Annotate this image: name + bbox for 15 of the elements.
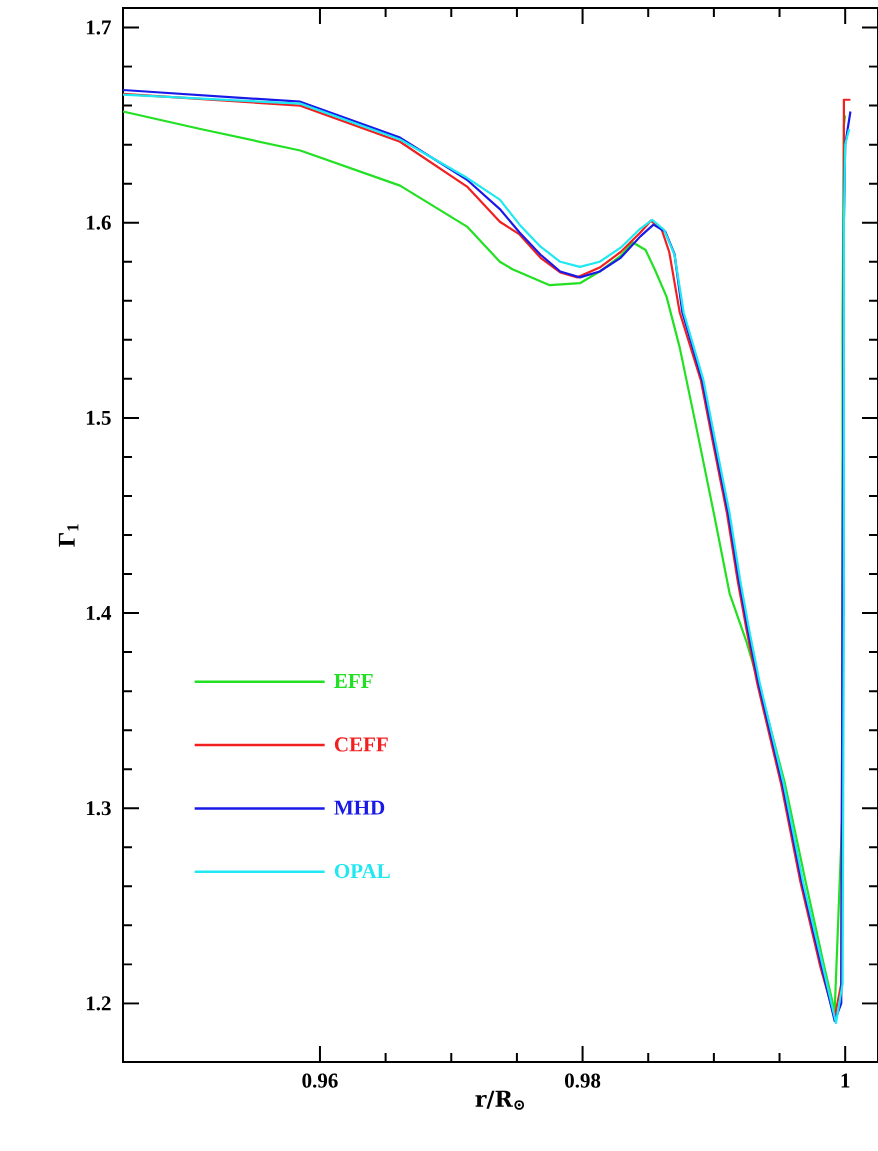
text: EFF	[334, 674, 373, 688]
y-tick-label: 1.5	[86, 410, 111, 425]
y-tick-label: 1.6	[86, 215, 111, 230]
y-tick-label: 1.7	[86, 20, 111, 35]
x-tick-label: 0.96	[302, 1073, 338, 1088]
x-tick-label: 1	[841, 1073, 850, 1088]
x-tick-label: 0.98	[565, 1073, 601, 1088]
x-axis-title: r/R$_{⊙}$	[475, 1090, 525, 1110]
text: CEFF	[334, 737, 388, 752]
text: OPAL	[334, 864, 390, 879]
y-tick-label: 1.4	[86, 606, 112, 621]
text: MHD	[334, 800, 385, 815]
y-tick-label: 1.3	[86, 801, 111, 816]
y-axis-title: Γ$_{1}$	[58, 524, 79, 547]
y-tick-label: 1.2	[86, 996, 111, 1011]
